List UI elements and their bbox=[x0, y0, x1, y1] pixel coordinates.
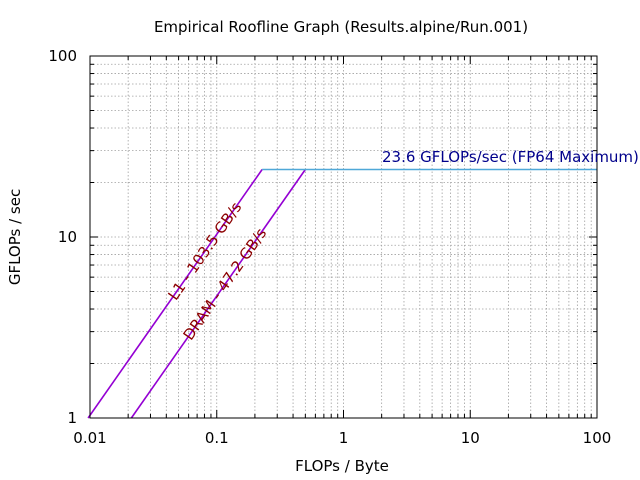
x-tick-label: 10 bbox=[461, 429, 480, 447]
x-tick-label: 0.01 bbox=[73, 429, 106, 447]
x-axis-label: FLOPs / Byte bbox=[295, 457, 389, 475]
chart-title: Empirical Roofline Graph (Results.alpine… bbox=[154, 18, 528, 36]
y-tick-label: 1 bbox=[67, 409, 77, 427]
series-line-0 bbox=[87, 169, 263, 419]
x-tick-label: 0.1 bbox=[205, 429, 229, 447]
x-tick-label: 1 bbox=[339, 429, 349, 447]
x-tick-label: 100 bbox=[583, 429, 612, 447]
series-label-peak: 23.6 GFLOPs/sec (FP64 Maximum) bbox=[382, 148, 639, 166]
y-tick-label: 100 bbox=[48, 47, 77, 65]
y-axis-label: GFLOPs / sec bbox=[6, 189, 24, 285]
y-tick-label: 10 bbox=[58, 228, 77, 246]
series-line-1 bbox=[130, 169, 306, 419]
